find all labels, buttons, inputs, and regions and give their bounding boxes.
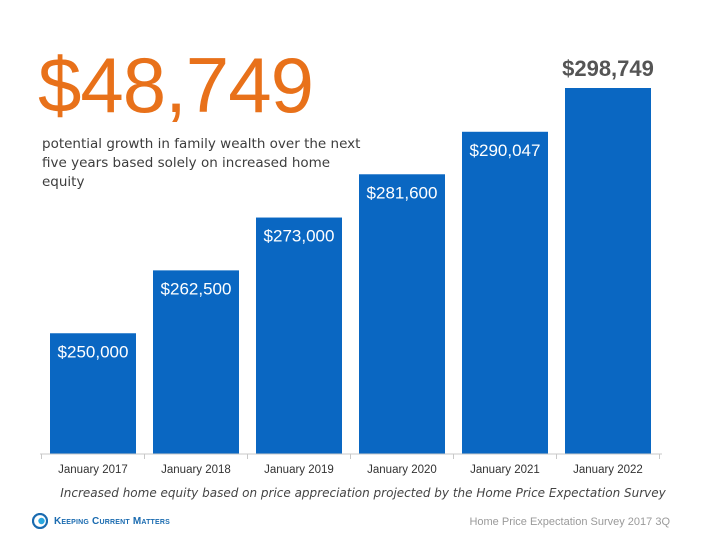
bar-1	[153, 270, 239, 454]
brand-logo: Keeping Current Matters	[32, 513, 170, 529]
brand-name: Keeping Current Matters	[54, 515, 171, 527]
headline-description: potential growth in family wealth over t…	[42, 136, 361, 190]
data-label-4: $290,047	[470, 141, 541, 160]
headline-amount: $48,749	[38, 41, 314, 129]
kcm-logo-icon	[32, 513, 48, 529]
bar-4	[462, 131, 548, 455]
bar-5	[565, 88, 651, 454]
data-label-0: $250,000	[58, 342, 129, 361]
x-label-2: January 2019	[264, 464, 334, 476]
x-label-5: January 2022	[573, 464, 643, 476]
bar-2	[256, 217, 342, 454]
data-label-2: $273,000	[264, 227, 335, 246]
data-labels: $250,000 $262,500 $273,000 $281,600 $290,047…	[58, 56, 654, 361]
x-label-4: January 2021	[470, 464, 540, 476]
bar-group	[50, 88, 651, 455]
source-note: Home Price Expectation Survey 2017 3Q	[469, 516, 670, 528]
data-label-3: $281,600	[367, 183, 438, 202]
bar-3	[359, 174, 445, 455]
data-label-5: $298,749	[562, 56, 654, 81]
x-label-0: January 2017	[58, 464, 128, 476]
x-axis-ticks	[41, 454, 660, 459]
x-label-3: January 2020	[367, 464, 437, 476]
chart-caption: Increased home equity based on price app…	[60, 486, 666, 500]
x-label-1: January 2018	[161, 464, 231, 476]
bar-0	[50, 333, 136, 454]
data-label-1: $262,500	[161, 279, 232, 298]
x-axis-labels: January 2017 January 2018 January 2019 Janu…	[58, 464, 643, 476]
